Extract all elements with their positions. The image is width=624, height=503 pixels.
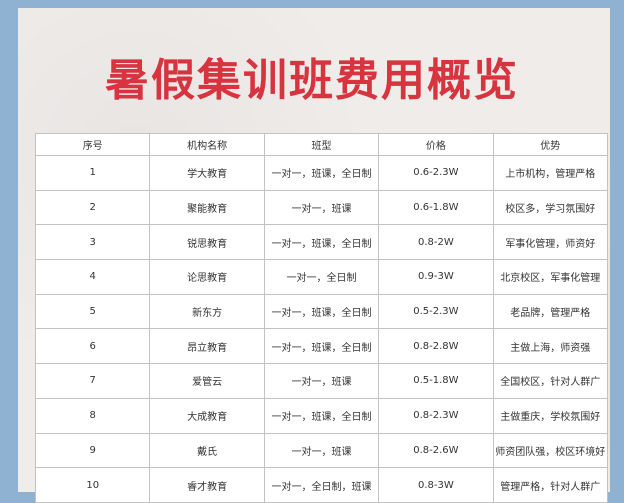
column-header: 序号: [34, 133, 151, 156]
table-cell: 新东方: [149, 293, 265, 330]
table-cell: 5: [34, 293, 151, 330]
table-row: 4 论思教育 一对一，全日制 0.9-3W 北京校区，军事化管理: [34, 259, 609, 295]
table-cell: 8: [34, 397, 151, 434]
column-header: 优势: [492, 133, 609, 156]
table-cell: 0.8-2.8W: [378, 328, 494, 365]
table-cell: 戴氏: [149, 432, 265, 469]
table-cell: 0.8-3W: [378, 467, 494, 503]
table-cell: 学大教育: [149, 155, 265, 191]
table-cell: 一对一，班课，全日制: [263, 224, 380, 261]
table-cell: 主做上海，师资强: [492, 328, 609, 365]
fee-table: 序号 机构名称 班型 价格 优势 1 学大教育 一对一，班课，全日制 0.6-2.3W 上市机构…: [34, 133, 609, 503]
table-cell: 一对一，全日制: [263, 259, 380, 295]
table-row: 2 聚能教育 一对一，班课 0.6-1.8W 校区多，学习氛围好: [34, 189, 609, 226]
table-cell: 7: [34, 363, 151, 399]
table-row: 5 新东方 一对一，班课，全日制 0.5-2.3W 老品牌，管理严格: [34, 293, 609, 330]
table-row: 3 锐思教育 一对一，班课，全日制 0.8-2W 军事化管理，师资好: [34, 224, 609, 261]
table-cell: 0.8-2.3W: [378, 397, 494, 434]
table-row: 9 戴氏 一对一，班课 0.8-2.6W 师资团队强，校区环境好: [34, 432, 609, 469]
table-row: 1 学大教育 一对一，班课，全日制 0.6-2.3W 上市机构，管理严格: [34, 155, 609, 191]
table-cell: 一对一，班课，全日制: [263, 293, 380, 330]
table-cell: 管理严格，针对人群广: [492, 467, 609, 503]
table-cell: 一对一，班课: [263, 363, 380, 399]
table-cell: 北京校区，军事化管理: [492, 259, 609, 295]
table-row: 8 大成教育 一对一，班课，全日制 0.8-2.3W 主做重庆，学校氛围好: [34, 397, 609, 434]
table-row: 10 睿才教育 一对一，全日制，班课 0.8-3W 管理严格，针对人群广: [34, 467, 609, 503]
page-title: 暑假集训班费用概览: [105, 55, 519, 106]
table-cell: 9: [34, 432, 151, 469]
table-cell: 0.8-2.6W: [378, 432, 494, 469]
table-cell: 一对一，班课: [263, 432, 380, 469]
table-cell: 校区多，学习氛围好: [492, 189, 609, 226]
table-header-row: 序号 机构名称 班型 价格 优势: [34, 133, 609, 156]
table-cell: 师资团队强，校区环境好: [492, 432, 609, 469]
table-cell: 0.6-1.8W: [378, 189, 494, 226]
column-header: 机构名称: [149, 133, 265, 156]
table-cell: 0.9-3W: [378, 259, 494, 295]
table-cell: 0.8-2W: [378, 224, 494, 261]
table-cell: 上市机构，管理严格: [492, 155, 609, 191]
table-cell: 一对一，班课: [263, 189, 380, 226]
table-cell: 3: [34, 224, 151, 261]
column-header: 价格: [378, 133, 494, 156]
table-cell: 一对一，班课，全日制: [263, 155, 380, 191]
column-header: 班型: [263, 133, 380, 156]
table-cell: 10: [34, 467, 151, 503]
table-cell: 锐思教育: [149, 224, 265, 261]
table-cell: 4: [34, 259, 151, 295]
table-row: 7 爱管云 一对一，班课 0.5-1.8W 全国校区，针对人群广: [34, 363, 609, 399]
table-cell: 昂立教育: [149, 328, 265, 365]
table-cell: 论思教育: [149, 259, 265, 295]
table-cell: 一对一，班课，全日制: [263, 328, 380, 365]
table-cell: 0.5-1.8W: [378, 363, 494, 399]
table-cell: 聚能教育: [149, 189, 265, 226]
table-cell: 2: [34, 189, 151, 226]
table-cell: 一对一，班课，全日制: [263, 397, 380, 434]
table-cell: 1: [34, 155, 151, 191]
table-cell: 0.6-2.3W: [378, 155, 494, 191]
table-cell: 老品牌，管理严格: [492, 293, 609, 330]
table-cell: 睿才教育: [149, 467, 265, 503]
table-cell: 军事化管理，师资好: [492, 224, 609, 261]
table-cell: 大成教育: [149, 397, 265, 434]
table-cell: 0.5-2.3W: [378, 293, 494, 330]
table-cell: 6: [34, 328, 151, 365]
table-cell: 全国校区，针对人群广: [492, 363, 609, 399]
table-cell: 爱管云: [149, 363, 265, 399]
table-cell: 主做重庆，学校氛围好: [492, 397, 609, 434]
table-cell: 一对一，全日制，班课: [263, 467, 380, 503]
table-row: 6 昂立教育 一对一，班课，全日制 0.8-2.8W 主做上海，师资强: [34, 328, 609, 365]
